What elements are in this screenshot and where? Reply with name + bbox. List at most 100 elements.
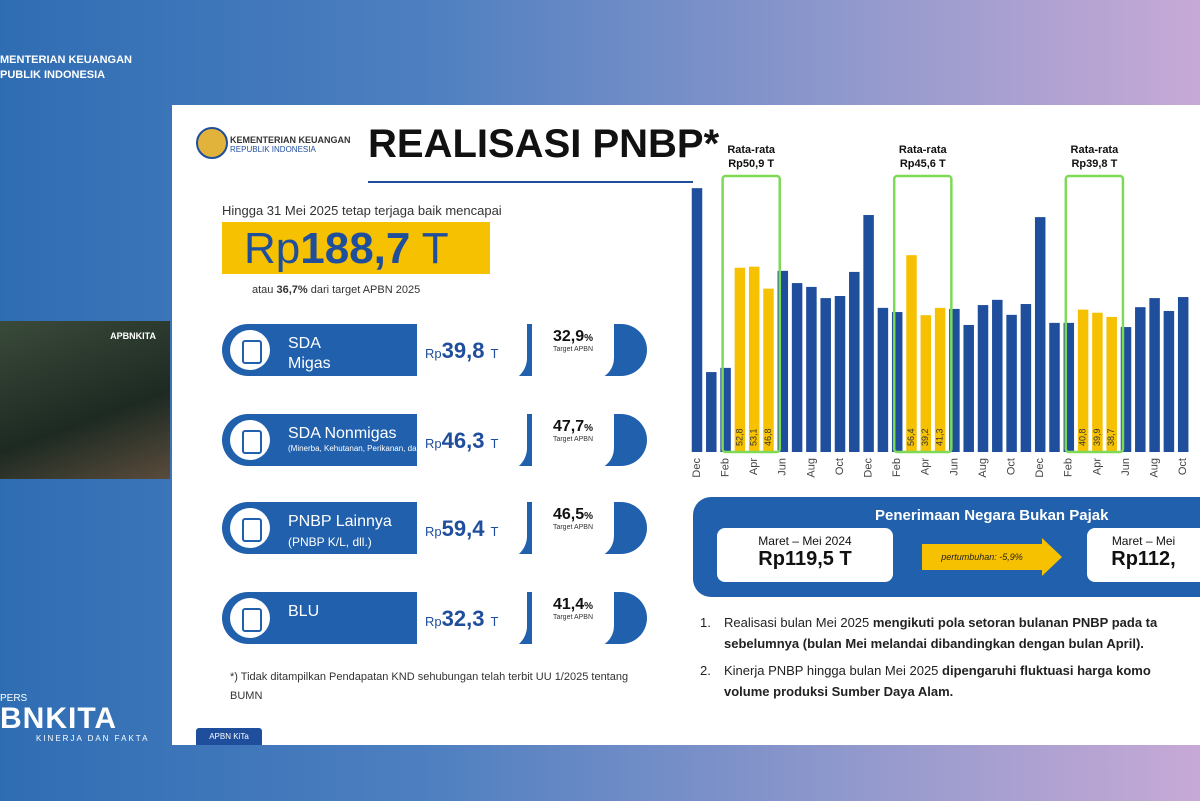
card-amount: Rp46,3 T <box>425 428 498 454</box>
bar <box>934 307 946 452</box>
x-tick-label: Feb <box>720 458 732 477</box>
note-bold: volume produksi Sumber Daya Alam. <box>724 684 954 699</box>
icon-glyph <box>242 430 262 454</box>
card-subtitle: (PNBP K/L, dll.) <box>288 535 372 549</box>
card-pct: 41,4% Target APBN <box>532 586 614 648</box>
title-rule <box>368 181 693 183</box>
note-number: 2. <box>700 663 711 678</box>
comparison-title: Penerimaan Negara Bukan Pajak <box>875 507 1109 524</box>
logo <box>196 127 228 159</box>
card-title: PNBP Lainnya <box>288 513 392 530</box>
annotation: Rp45,6 T <box>900 158 946 170</box>
comparison-value: Rp112, <box>1111 548 1176 570</box>
note: 1. Realisasi bulan Mei 2025 mengikuti pol… <box>700 612 1200 654</box>
card-value: Rp32,3 T <box>417 586 527 650</box>
card-icon <box>230 508 270 548</box>
brand-pers: PERS <box>0 693 28 704</box>
bar <box>877 307 889 452</box>
note-bold: dipengaruhi fluktuasi harga komo <box>942 663 1151 678</box>
annotation: Rata-rata <box>727 144 776 156</box>
pct-target: Target APBN <box>552 346 594 353</box>
comparison-right: Maret – Mei Rp112, <box>1087 528 1200 582</box>
video-feed: APBNKITA <box>0 321 170 479</box>
value-label: 56,4 <box>906 428 916 446</box>
slide-tag: APBN KiTa <box>196 728 262 745</box>
x-tick-label: Dec <box>1034 458 1046 478</box>
card-title: SDA <box>288 335 321 352</box>
pct-number: 47,7 <box>552 418 585 435</box>
annotation: Rata-rata <box>899 144 948 156</box>
headline-amount: 188,7 <box>300 224 411 273</box>
value-label: 39,2 <box>920 428 930 446</box>
bar <box>1177 297 1189 452</box>
bar <box>777 270 789 452</box>
bar <box>891 312 903 452</box>
brand-name: BNKITA <box>0 702 118 735</box>
value-label: 46,8 <box>763 428 773 446</box>
bar <box>806 286 817 452</box>
bar <box>977 305 989 452</box>
bar <box>763 288 774 452</box>
annotation: Rp39,8 T <box>1071 158 1117 170</box>
subline-text: atau <box>252 284 277 296</box>
x-tick-label: Aug <box>805 458 817 478</box>
bar <box>963 324 974 452</box>
card-unit: T <box>490 614 499 629</box>
x-tick-label: Apr <box>920 458 932 475</box>
card-unit: T <box>490 524 499 539</box>
x-tick-label: Jun <box>777 458 789 476</box>
bar <box>734 267 746 452</box>
headline-unit: T <box>421 224 449 273</box>
card-number: 46,3 <box>441 428 485 453</box>
card-value: Rp39,8 T <box>417 318 527 382</box>
bar <box>1092 312 1103 452</box>
comparison-value: Rp119,5 T <box>758 548 852 570</box>
x-tick-label: Oct <box>834 458 846 475</box>
pct-unit: % <box>584 511 594 522</box>
pct-target: Target APBN <box>552 436 594 443</box>
x-tick-label: Dec <box>863 458 875 478</box>
bar <box>691 188 703 452</box>
value-label: 39,9 <box>1092 428 1102 446</box>
comparison-box: Penerimaan Negara Bukan Pajak Maret – Me… <box>693 497 1200 597</box>
card: PNBP Lainnya (PNBP K/L, dll.) Rp59,4 T 46,5%… <box>222 496 647 560</box>
card-title: BLU <box>288 603 320 620</box>
bar <box>1163 311 1175 452</box>
card-icon <box>230 330 270 370</box>
pct-value: 47,7% <box>532 418 614 436</box>
bar <box>720 367 731 452</box>
headline-box: Rp188,7 T <box>222 222 490 274</box>
headline: Rp188,7 T <box>244 224 449 274</box>
x-tick-label: Jun <box>948 458 960 476</box>
note-text: Kinerja PNBP hingga bulan Mei 2025 <box>724 663 943 678</box>
bar <box>920 315 932 452</box>
bar <box>1135 307 1146 452</box>
annotation: Rp50,9 T <box>728 158 774 170</box>
icon-glyph <box>242 340 262 364</box>
note: 2. Kinerja PNBP hingga bulan Mei 2025 dip… <box>700 660 1200 702</box>
bar <box>1077 309 1089 452</box>
note-bold: mengikuti pola setoran bulanan PNBP pada… <box>872 615 1158 630</box>
subline-pct: 36,7% <box>276 284 308 296</box>
notes: 1. Realisasi bulan Mei 2025 mengikuti pol… <box>700 612 1200 708</box>
card-subtitle: Migas <box>288 355 331 372</box>
pct-value: 32,9% <box>532 328 614 346</box>
value-label: 41,3 <box>934 428 944 446</box>
value-label: 40,8 <box>1077 428 1087 446</box>
ministry-line: PUBLIK INDONESIA <box>0 69 106 81</box>
value-label: 38,7 <box>1106 428 1116 446</box>
logo-line: REPUBLIK INDONESIA <box>230 145 316 154</box>
bar <box>1063 322 1075 452</box>
x-tick-label: Jun <box>1120 458 1132 476</box>
card-note: (Minerba, Kehutanan, Perikanan, dan Pana… <box>288 444 469 453</box>
card: SDA Migas Rp39,8 T 32,9% Target APBN <box>222 318 647 382</box>
pct-number: 32,9 <box>552 328 585 345</box>
lead-text: Hingga 31 Mei 2025 tetap terjaga baik me… <box>222 203 502 218</box>
pct-number: 41,4 <box>552 596 585 613</box>
bar <box>834 295 846 452</box>
highlight-box <box>892 174 953 454</box>
bar <box>1034 217 1046 452</box>
card-name: SDA Nonmigas (Minerba, Kehutanan, Perikan… <box>288 424 469 454</box>
ministry-header: MENTERIAN KEUANGAN PUBLIK INDONESIA <box>0 53 132 83</box>
